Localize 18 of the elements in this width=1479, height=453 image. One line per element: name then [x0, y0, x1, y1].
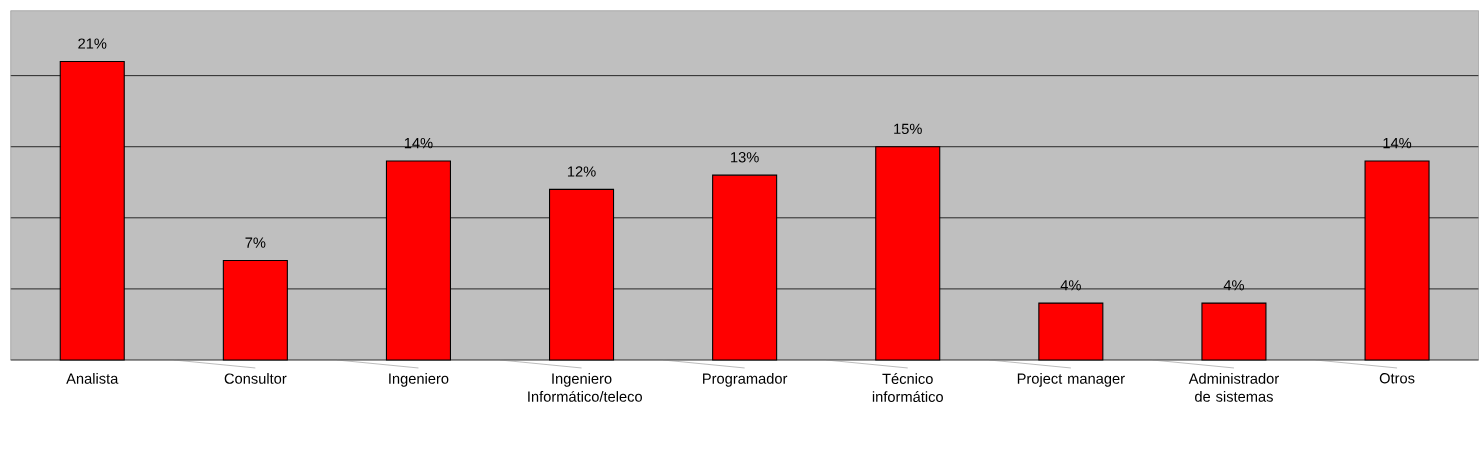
x-tick-label: Otros — [1379, 372, 1415, 384]
x-tick-label: Administrador de sistemas — [1188, 372, 1279, 402]
x-tick-label: Ingeniero Informático/teleco — [528, 372, 642, 402]
data-label: 21% — [78, 38, 107, 49]
x-tick-label: Técnico informático — [872, 372, 943, 402]
x-tick-label: Consultor — [224, 372, 287, 384]
x-tick-label: Analista — [66, 372, 119, 384]
data-label: 4% — [1060, 280, 1081, 291]
data-label: 12% — [567, 166, 596, 177]
data-label: 14% — [404, 137, 433, 149]
x-tick-label: Ingeniero — [389, 372, 449, 387]
data-label: 15% — [894, 123, 922, 134]
data-label: 13% — [731, 151, 759, 163]
data-label: 4% — [1223, 280, 1245, 291]
x-tick-label: Programador — [703, 372, 788, 387]
data-label: 7% — [245, 237, 266, 248]
data-label: 14% — [1383, 137, 1412, 149]
x-tick-label: Project manager — [1017, 372, 1125, 387]
